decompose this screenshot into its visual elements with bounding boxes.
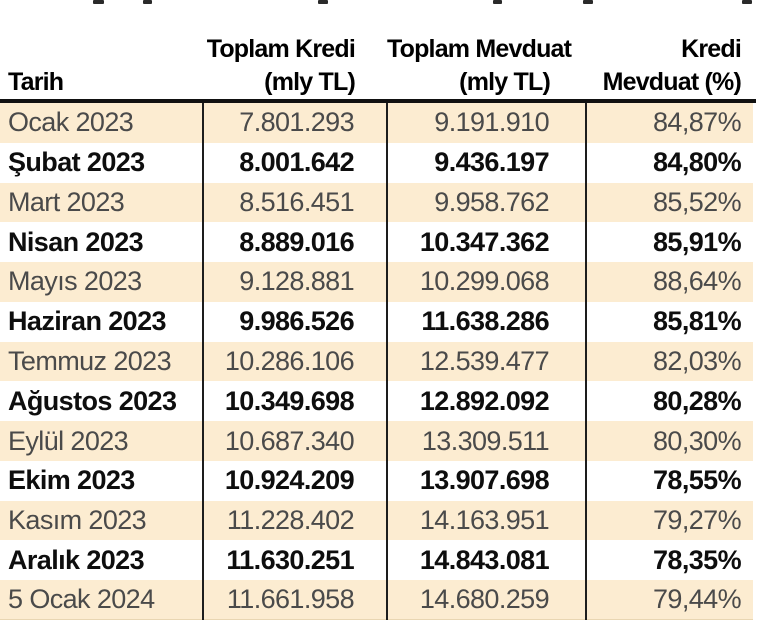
cropped-headline-fragment [143,0,152,4]
ratio-cell: 79,27% [653,505,742,536]
total-deposit-cell: 11.638.286 [387,301,587,342]
total-credit-cell: 9.986.526 [203,301,388,342]
table-row: Ocak 2023 7.801.293 9.191.910 84,87% [0,103,753,143]
header-date-label: Tarih [8,68,64,96]
total-credit-cell: 8.889.016 [203,222,388,263]
ratio-cell: 79,44% [586,580,753,621]
header-total-deposit-line1: Toplam Mevduat [387,35,572,63]
cropped-headline-fragment [493,0,502,4]
table-body: Ocak 2023 7.801.293 9.191.910 84,87% Şubat 2… [0,103,753,621]
total-credit-cell: 11.661.958 [203,580,388,621]
ratio-cell: 78,55% [653,465,742,496]
header-total-credit-line2: (mly TL) [264,68,356,96]
total-deposit-cell: 12.892.092 [387,381,587,422]
total-credit-cell: 8.516.451 [203,182,388,223]
table-row: Temmuz 2023 10.286.106 12.539.477 82,03% [0,341,753,382]
table-row: Aralık 2023 11.630.251 14.843.081 78,35% [0,540,753,581]
total-deposit-cell: 9.436.197 [387,142,587,183]
table-row: Ekim 2023 10.924.209 13.907.698 78,55% [0,460,753,501]
date-cell: Ekim 2023 [0,460,204,501]
table-row: Kasım 2023 11.228.402 14.163.951 79,27% [0,500,753,541]
ratio-cell: 80,30% [653,425,742,456]
table-row: Haziran 2023 9.986.526 11.638.286 85,81% [0,301,753,342]
date-cell: Ağustos 2023 [0,381,204,422]
table-row: Nisan 2023 8.889.016 10.347.362 85,91% [0,222,753,263]
header-credit-deposit-ratio: Kredi Mevduat (%) [586,33,753,99]
date-cell: Eylül 2023 [0,421,204,461]
table-row: Mayıs 2023 9.128.881 10.299.068 88,64% [0,262,753,302]
ratio-cell: 85,91% [653,226,742,257]
date-cell: Temmuz 2023 [0,341,204,382]
ratio-cell: 78,35% [653,544,742,575]
total-credit-cell: 10.349.698 [203,381,388,422]
date-cell: Mart 2023 [0,182,204,223]
ratio-cell: 85,81% [653,306,742,337]
total-deposit-cell: 14.843.081 [387,540,587,581]
table-row: Eylül 2023 10.687.340 13.309.511 80,30% [0,421,753,461]
date-cell: 5 Ocak 2024 [0,580,204,621]
total-deposit-cell: 9.191.910 [387,103,587,143]
header-date: Tarih [0,66,203,99]
total-deposit-cell: 13.907.698 [387,460,587,501]
cropped-headline-fragment [93,0,104,4]
table-row: Şubat 2023 8.001.642 9.436.197 84,80% [0,142,753,183]
total-deposit-cell: 12.539.477 [387,341,587,382]
total-deposit-cell: 9.958.762 [387,182,587,223]
total-deposit-cell: 10.347.362 [387,222,587,263]
date-cell: Mayıs 2023 [0,262,204,302]
cropped-headline-fragment [742,0,752,4]
total-credit-cell: 8.001.642 [203,142,388,183]
cropped-headline-fragment [583,0,593,4]
header-credit-deposit-ratio-line2: Mevduat (%) [602,68,742,96]
ratio-cell: 88,64% [653,266,742,297]
total-deposit-cell: 14.163.951 [387,500,587,541]
ratio-cell: 84,80% [653,147,742,178]
date-cell: Nisan 2023 [0,222,204,263]
total-deposit-cell: 14.680.259 [387,580,587,621]
total-credit-cell: 10.286.106 [203,341,388,382]
total-deposit-cell: 10.299.068 [387,262,587,302]
table-row: Mart 2023 8.516.451 9.958.762 85,52% [0,182,753,223]
total-credit-cell: 9.128.881 [203,262,388,302]
total-credit-cell: 7.801.293 [203,103,388,143]
total-credit-cell: 10.687.340 [203,421,388,461]
date-cell: Aralık 2023 [0,540,204,581]
total-credit-cell: 11.630.251 [203,540,388,581]
table-header-row: Tarih Toplam Kredi (mly TL) Toplam Mevdu… [0,0,753,99]
date-cell: Ocak 2023 [0,103,204,143]
total-credit-cell: 10.924.209 [203,460,388,501]
ratio-cell: 80,28% [653,385,742,416]
total-credit-cell: 11.228.402 [203,500,388,541]
header-total-credit-line1: Toplam Kredi [206,35,356,63]
header-total-deposit: Toplam Mevduat (mly TL) [387,33,586,99]
cropped-headline-fragment [318,0,328,4]
header-divider-rule [0,99,756,103]
header-total-deposit-line2: (mly TL) [459,68,551,96]
header-credit-deposit-ratio-line1: Kredi [681,35,742,63]
date-cell: Kasım 2023 [0,500,204,541]
table-row: Ağustos 2023 10.349.698 12.892.092 80,28% [0,381,753,422]
ratio-cell: 85,52% [653,186,742,217]
ratio-cell: 82,03% [653,345,742,376]
table-body-grid: Ocak 2023 7.801.293 9.191.910 84,87% Şubat 2… [0,103,753,621]
total-deposit-cell: 13.309.511 [387,421,587,461]
header-total-credit: Toplam Kredi (mly TL) [203,33,387,99]
date-cell: Şubat 2023 [0,142,204,183]
table-row: 5 Ocak 2024 11.661.958 14.680.259 79,44% [0,580,753,621]
date-cell: Haziran 2023 [0,301,204,342]
ratio-cell: 84,87% [653,107,742,138]
credit-deposit-table: Tarih Toplam Kredi (mly TL) Toplam Mevdu… [0,0,756,621]
